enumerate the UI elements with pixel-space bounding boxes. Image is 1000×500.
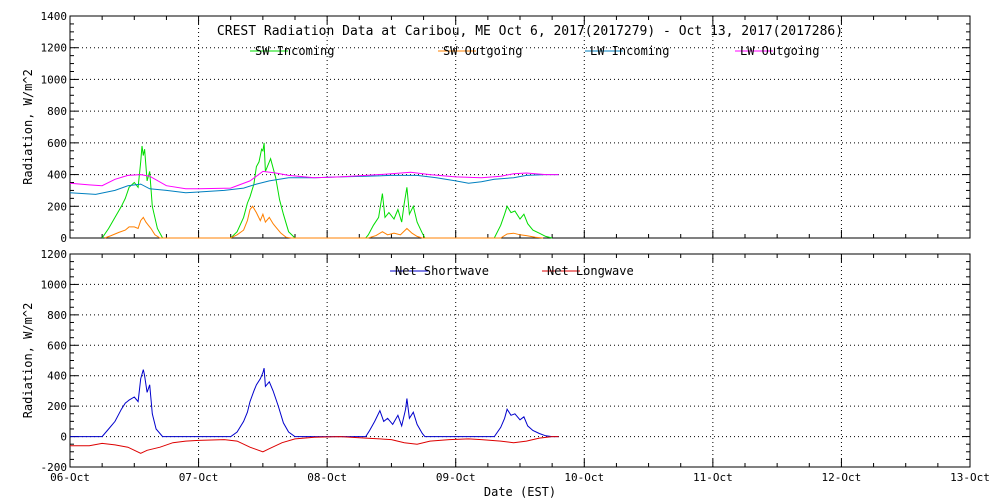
series-line-net-shortwave <box>70 367 559 438</box>
top-ytick-label: 1400 <box>41 10 68 23</box>
x-tick-label: 11-Oct <box>693 471 733 484</box>
legend-label: Net Shortwave <box>395 264 489 278</box>
legend-label: SW Incoming <box>255 44 334 58</box>
top-ytick-label: 0 <box>60 232 67 245</box>
x-tick-label: 12-Oct <box>822 471 862 484</box>
series-line-sw-incoming <box>101 142 553 239</box>
bottom-y-axis-label: Radiation, W/m^2 <box>21 303 35 419</box>
series-line-net-longwave <box>70 436 559 454</box>
series-line-sw-outgoing <box>104 205 544 239</box>
legend-label: LW Incoming <box>590 44 669 58</box>
top-ytick-label: 800 <box>47 105 67 118</box>
x-tick-label: 06-Oct <box>50 471 90 484</box>
legend-label: SW Outgoing <box>443 44 522 58</box>
top-ytick-label: 200 <box>47 200 67 213</box>
bottom-ytick-label: 1200 <box>41 248 68 261</box>
legend-label: LW Outgoing <box>740 44 819 58</box>
x-tick-label: 10-Oct <box>564 471 604 484</box>
series-line-lw-incoming <box>69 174 559 195</box>
bottom-ytick-label: -200 <box>41 461 68 474</box>
bottom-ytick-label: 1000 <box>41 278 68 291</box>
x-tick-label: 07-Oct <box>179 471 219 484</box>
series-line-lw-outgoing <box>69 170 559 190</box>
x-tick-label: 13-Oct <box>950 471 990 484</box>
bottom-ytick-label: 600 <box>47 339 67 352</box>
top-ytick-label: 600 <box>47 137 67 150</box>
bottom-plot-frame <box>69 253 971 468</box>
chart-title: CREST Radiation Data at Caribou, ME Oct … <box>217 24 843 39</box>
bottom-ytick-label: 200 <box>47 400 67 413</box>
x-axis-label: Date (EST) <box>484 485 556 499</box>
bottom-ytick-label: 800 <box>47 309 67 322</box>
top-ytick-label: 400 <box>47 169 67 182</box>
bottom-ytick-label: 0 <box>60 431 67 444</box>
x-tick-label: 09-Oct <box>436 471 476 484</box>
x-tick-label: 08-Oct <box>307 471 347 484</box>
top-y-axis-label: Radiation, W/m^2 <box>21 69 35 185</box>
top-ytick-label: 1200 <box>41 42 68 55</box>
bottom-ytick-label: 400 <box>47 370 67 383</box>
legend-label: Net Longwave <box>547 264 634 278</box>
top-ytick-label: 1000 <box>41 73 68 86</box>
